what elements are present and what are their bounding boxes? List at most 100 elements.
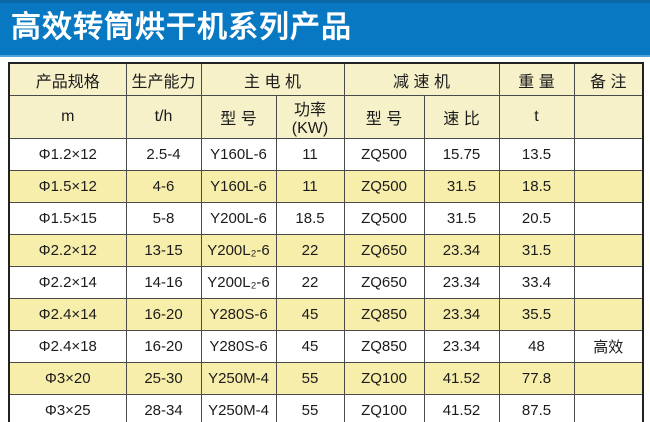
cell-motor-model: Y160L-6: [200, 170, 277, 203]
table-row: Φ2.4×18 16-20 Y280S-6 45 ZQ850 23.34 48 …: [8, 330, 644, 363]
col-header-motor: 主 电 机: [200, 62, 345, 96]
cell-power: 11: [275, 170, 345, 203]
cell-power: 45: [275, 330, 345, 363]
cell-motor-model: Y250M-4: [200, 362, 277, 395]
cell-spec: Φ3×25: [8, 394, 127, 422]
table-row: Φ3×25 28-34 Y250M-4 55 ZQ100 41.52 87.5: [8, 394, 644, 422]
col-header-weight: 重 量: [498, 62, 575, 96]
cell-capacity: 28-34: [125, 394, 202, 422]
product-spec-table: 产品规格 生产能力 主 电 机 减 速 机 重 量 备 注 m t/h 型 号 …: [8, 62, 644, 422]
cell-remark: 高效: [573, 330, 644, 363]
cell-weight: 48: [498, 330, 575, 363]
cell-motor-model: Y200L-6: [200, 202, 277, 235]
table-row: Φ2.4×14 16-20 Y280S-6 45 ZQ850 23.34 35.…: [8, 298, 644, 331]
cell-capacity: 25-30: [125, 362, 202, 395]
cell-reducer-model: ZQ850: [343, 330, 425, 363]
cell-remark: [573, 138, 644, 171]
header-row-groups: 产品规格 生产能力 主 电 机 减 速 机 重 量 备 注: [8, 62, 644, 96]
cell-capacity: 16-20: [125, 330, 202, 363]
subheader-remark-unit: [573, 95, 644, 139]
cell-capacity: 4-6: [125, 170, 202, 203]
cell-remark: [573, 202, 644, 235]
cell-spec: Φ1.2×12: [8, 138, 127, 171]
cell-power: 55: [275, 362, 345, 395]
cell-capacity: 5-8: [125, 202, 202, 235]
cell-reducer-model: ZQ650: [343, 266, 425, 299]
col-header-reducer: 减 速 机: [343, 62, 500, 96]
col-header-capacity: 生产能力: [125, 62, 202, 96]
cell-power: 45: [275, 298, 345, 331]
header-row-units: m t/h 型 号 功率(KW) 型 号 速 比 t: [8, 95, 644, 139]
table-row: Φ2.2×12 13-15 Y200L₂-6 22 ZQ650 23.34 31…: [8, 234, 644, 267]
cell-reducer-model: ZQ500: [343, 202, 425, 235]
cell-ratio: 31.5: [423, 202, 500, 235]
table-row: Φ1.2×12 2.5-4 Y160L-6 11 ZQ500 15.75 13.…: [8, 138, 644, 171]
cell-capacity: 16-20: [125, 298, 202, 331]
cell-power: 55: [275, 394, 345, 422]
cell-motor-model: Y160L-6: [200, 138, 277, 171]
cell-capacity: 13-15: [125, 234, 202, 267]
col-header-spec: 产品规格: [8, 62, 127, 96]
cell-weight: 20.5: [498, 202, 575, 235]
cell-ratio: 23.34: [423, 298, 500, 331]
cell-capacity: 2.5-4: [125, 138, 202, 171]
cell-spec: Φ1.5×15: [8, 202, 127, 235]
cell-power: 11: [275, 138, 345, 171]
cell-ratio: 41.52: [423, 394, 500, 422]
cell-remark: [573, 266, 644, 299]
cell-ratio: 41.52: [423, 362, 500, 395]
cell-reducer-model: ZQ500: [343, 170, 425, 203]
cell-motor-model: Y200L₂-6: [200, 266, 277, 299]
cell-spec: Φ3×20: [8, 362, 127, 395]
cell-weight: 87.5: [498, 394, 575, 422]
cell-ratio: 31.5: [423, 170, 500, 203]
cell-capacity: 14-16: [125, 266, 202, 299]
table-row: Φ2.2×14 14-16 Y200L₂-6 22 ZQ650 23.34 33…: [8, 266, 644, 299]
cell-weight: 35.5: [498, 298, 575, 331]
cell-power: 22: [275, 234, 345, 267]
cell-weight: 77.8: [498, 362, 575, 395]
cell-remark: [573, 298, 644, 331]
cell-reducer-model: ZQ100: [343, 362, 425, 395]
cell-reducer-model: ZQ500: [343, 138, 425, 171]
cell-remark: [573, 362, 644, 395]
title-banner: 高效转筒烘干机系列产品: [0, 0, 650, 57]
cell-power: 22: [275, 266, 345, 299]
cell-reducer-model: ZQ100: [343, 394, 425, 422]
subheader-capacity-unit: t/h: [125, 95, 202, 139]
subheader-reducer-ratio: 速 比: [423, 95, 500, 139]
cell-weight: 13.5: [498, 138, 575, 171]
cell-spec: Φ2.4×14: [8, 298, 127, 331]
cell-remark: [573, 170, 644, 203]
cell-weight: 33.4: [498, 266, 575, 299]
cell-reducer-model: ZQ650: [343, 234, 425, 267]
page-title: 高效转筒烘干机系列产品: [11, 11, 352, 44]
table-row: Φ1.5×15 5-8 Y200L-6 18.5 ZQ500 31.5 20.5: [8, 202, 644, 235]
cell-remark: [573, 234, 644, 267]
cell-power: 18.5: [275, 202, 345, 235]
cell-motor-model: Y200L₂-6: [200, 234, 277, 267]
cell-weight: 31.5: [498, 234, 575, 267]
subheader-motor-model: 型 号: [200, 95, 277, 139]
col-header-remark: 备 注: [573, 62, 644, 96]
cell-spec: Φ2.2×12: [8, 234, 127, 267]
table-row: Φ3×20 25-30 Y250M-4 55 ZQ100 41.52 77.8: [8, 362, 644, 395]
subheader-spec-unit: m: [8, 95, 127, 139]
subheader-reducer-model: 型 号: [343, 95, 425, 139]
cell-remark: [573, 394, 644, 422]
cell-ratio: 23.34: [423, 266, 500, 299]
cell-motor-model: Y250M-4: [200, 394, 277, 422]
cell-motor-model: Y280S-6: [200, 298, 277, 331]
table-row: Φ1.5×12 4-6 Y160L-6 11 ZQ500 31.5 18.5: [8, 170, 644, 203]
cell-ratio: 23.34: [423, 330, 500, 363]
cell-ratio: 23.34: [423, 234, 500, 267]
cell-spec: Φ1.5×12: [8, 170, 127, 203]
cell-spec: Φ2.4×18: [8, 330, 127, 363]
subheader-weight-unit: t: [498, 95, 575, 139]
cell-motor-model: Y280S-6: [200, 330, 277, 363]
cell-ratio: 15.75: [423, 138, 500, 171]
subheader-motor-power: 功率(KW): [275, 95, 345, 139]
cell-weight: 18.5: [498, 170, 575, 203]
cell-spec: Φ2.2×14: [8, 266, 127, 299]
